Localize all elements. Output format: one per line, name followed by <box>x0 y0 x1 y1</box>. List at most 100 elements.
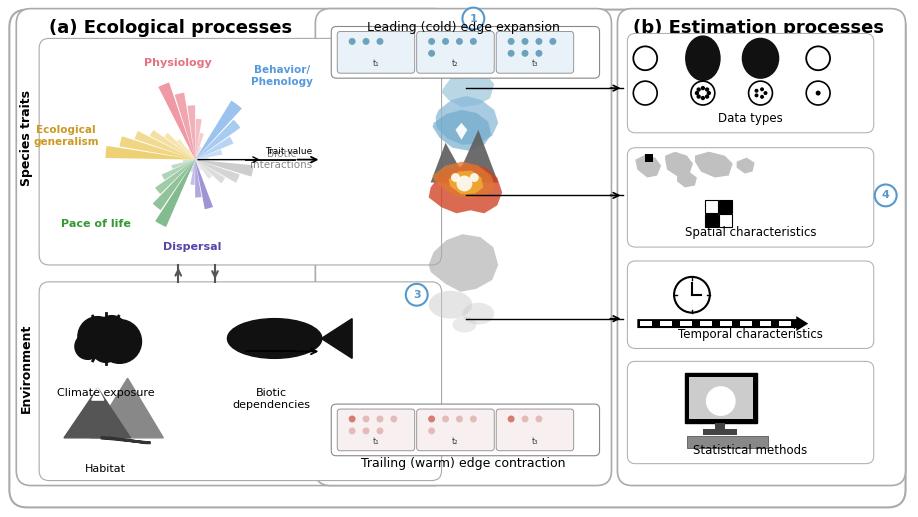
Text: Physiology: Physiology <box>144 58 212 68</box>
Circle shape <box>695 91 700 95</box>
FancyArrow shape <box>637 316 808 331</box>
Wedge shape <box>190 160 196 185</box>
Polygon shape <box>436 96 498 145</box>
Polygon shape <box>449 171 483 194</box>
Circle shape <box>508 50 515 57</box>
Circle shape <box>535 38 543 45</box>
Circle shape <box>98 320 141 363</box>
Text: Trait value: Trait value <box>264 147 312 156</box>
Wedge shape <box>174 93 196 160</box>
Circle shape <box>674 277 710 313</box>
Bar <box>703 429 736 435</box>
Wedge shape <box>196 160 253 177</box>
Wedge shape <box>196 133 204 160</box>
Polygon shape <box>431 130 498 183</box>
FancyBboxPatch shape <box>417 32 494 73</box>
Polygon shape <box>455 123 467 140</box>
Wedge shape <box>196 160 213 209</box>
Wedge shape <box>135 131 196 160</box>
Text: t₁: t₁ <box>373 59 379 68</box>
Wedge shape <box>196 160 202 197</box>
Text: Statistical methods: Statistical methods <box>693 444 808 457</box>
Wedge shape <box>196 101 241 160</box>
Ellipse shape <box>743 39 778 78</box>
FancyBboxPatch shape <box>337 409 415 451</box>
Bar <box>705 201 718 214</box>
Text: Temporal characteristics: Temporal characteristics <box>678 328 823 341</box>
Text: Ecological
generalism: Ecological generalism <box>33 125 99 147</box>
Circle shape <box>349 38 355 45</box>
Wedge shape <box>196 147 202 160</box>
Polygon shape <box>432 162 495 199</box>
Circle shape <box>363 38 370 45</box>
Circle shape <box>755 94 758 97</box>
Bar <box>687 436 768 448</box>
Ellipse shape <box>691 81 715 105</box>
Wedge shape <box>150 130 196 160</box>
FancyBboxPatch shape <box>337 32 415 73</box>
Circle shape <box>406 284 428 306</box>
Circle shape <box>96 316 127 345</box>
FancyBboxPatch shape <box>497 32 574 73</box>
Text: 1: 1 <box>469 13 477 24</box>
Circle shape <box>451 173 460 182</box>
Text: Behavior/
Phenology: Behavior/ Phenology <box>251 65 312 87</box>
Text: Leading (cold) edge expansion: Leading (cold) edge expansion <box>367 21 560 34</box>
Circle shape <box>706 386 735 416</box>
Ellipse shape <box>633 81 657 105</box>
Text: Habitat: Habitat <box>85 464 126 474</box>
FancyBboxPatch shape <box>627 361 874 464</box>
Wedge shape <box>196 149 222 160</box>
Wedge shape <box>196 160 202 171</box>
Bar <box>685 373 756 423</box>
Polygon shape <box>736 158 755 174</box>
Circle shape <box>390 416 397 422</box>
Circle shape <box>349 416 355 422</box>
Circle shape <box>376 38 384 45</box>
FancyBboxPatch shape <box>417 409 494 451</box>
Wedge shape <box>196 136 233 160</box>
Wedge shape <box>164 133 196 160</box>
Circle shape <box>760 95 764 99</box>
Text: Climate exposure: Climate exposure <box>57 388 154 398</box>
Polygon shape <box>447 47 490 80</box>
Circle shape <box>428 38 435 45</box>
Circle shape <box>78 316 118 356</box>
Circle shape <box>456 38 463 45</box>
Text: Biotic
dependencies: Biotic dependencies <box>232 388 310 410</box>
Circle shape <box>92 334 119 362</box>
Circle shape <box>760 87 764 92</box>
Circle shape <box>456 416 463 422</box>
Circle shape <box>75 333 101 359</box>
Wedge shape <box>183 160 196 162</box>
Polygon shape <box>635 155 661 177</box>
FancyBboxPatch shape <box>17 9 449 485</box>
Text: Data types: Data types <box>718 112 783 125</box>
FancyBboxPatch shape <box>39 38 442 265</box>
Circle shape <box>697 95 700 99</box>
Ellipse shape <box>463 303 494 325</box>
Bar <box>680 321 692 326</box>
Circle shape <box>521 38 529 45</box>
Ellipse shape <box>806 81 830 105</box>
Circle shape <box>376 428 384 434</box>
Text: t₁: t₁ <box>373 437 379 446</box>
Circle shape <box>456 176 473 191</box>
Circle shape <box>705 95 710 99</box>
Circle shape <box>875 185 897 206</box>
Bar <box>700 321 711 326</box>
Text: 4: 4 <box>882 190 890 201</box>
Circle shape <box>470 416 476 422</box>
Bar <box>640 321 652 326</box>
Wedge shape <box>190 160 196 172</box>
Bar <box>779 321 791 326</box>
Circle shape <box>463 8 485 29</box>
Wedge shape <box>106 146 196 160</box>
Polygon shape <box>91 378 163 438</box>
Wedge shape <box>155 160 196 194</box>
Wedge shape <box>187 148 196 160</box>
FancyBboxPatch shape <box>627 34 874 133</box>
Wedge shape <box>155 160 196 227</box>
Ellipse shape <box>429 291 473 318</box>
FancyBboxPatch shape <box>39 282 442 481</box>
